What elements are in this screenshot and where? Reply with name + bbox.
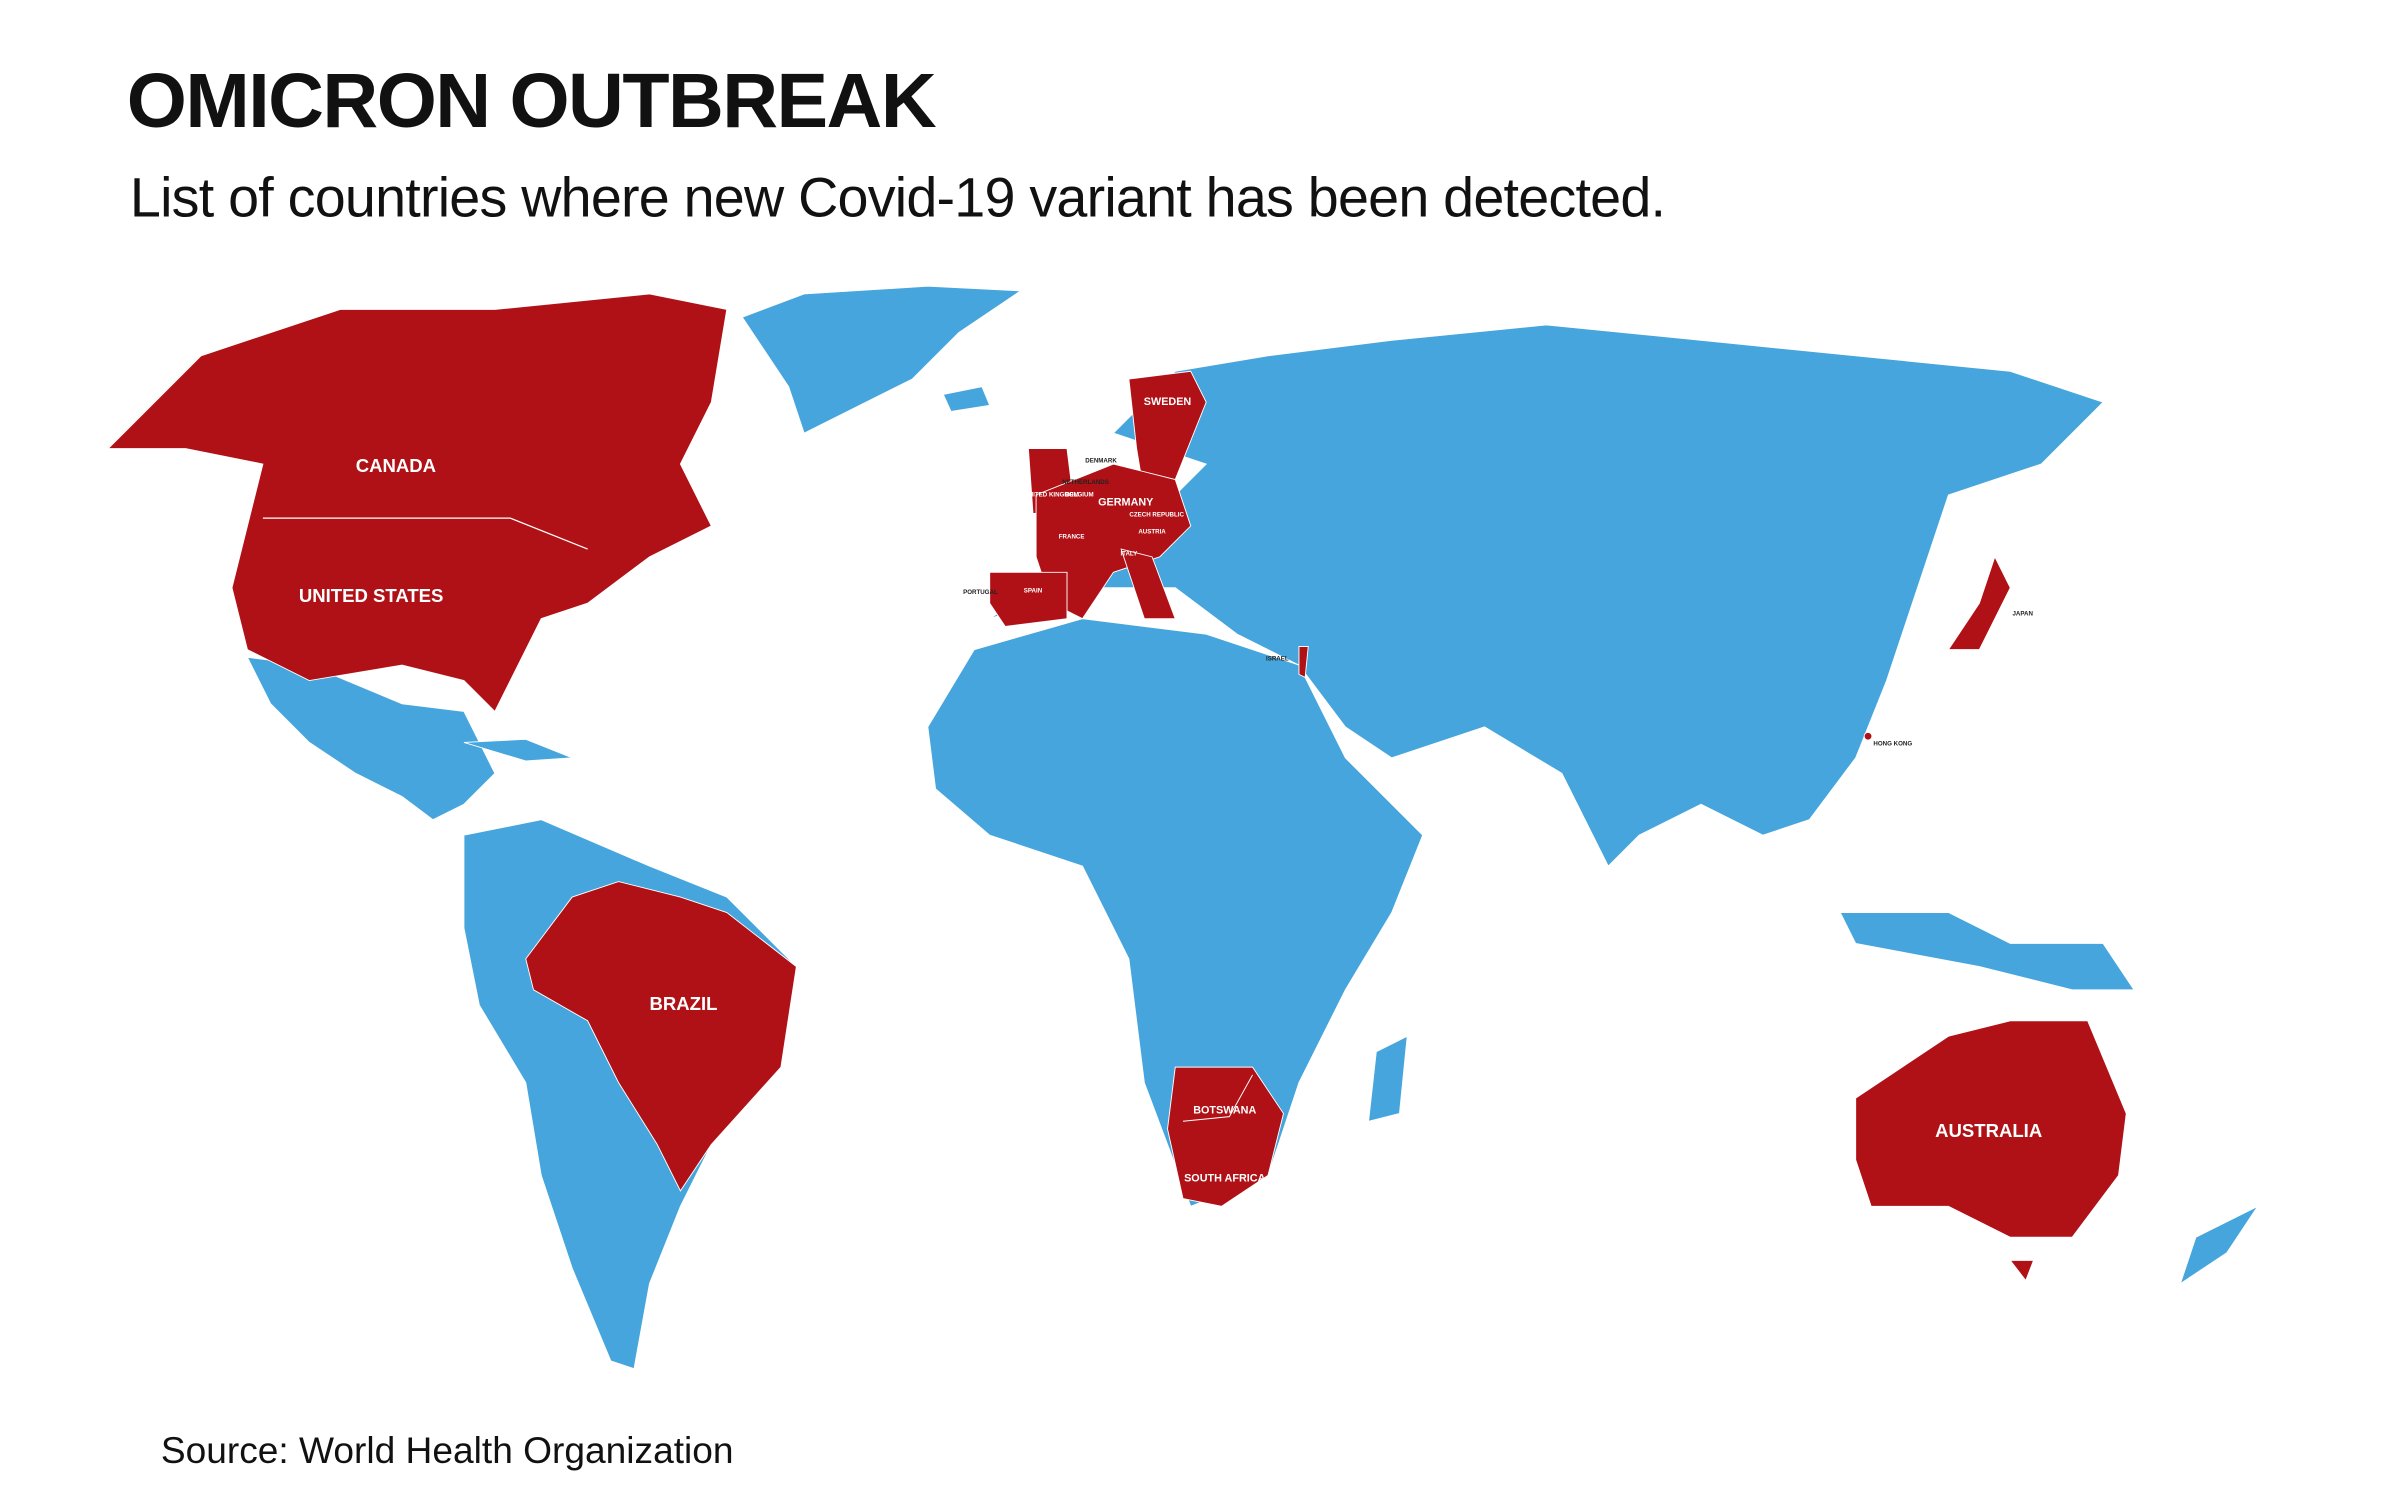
- title: OMICRON OUTBREAK: [127, 58, 937, 144]
- iceland: [942, 386, 991, 412]
- country-label: SOUTH AFRICA: [1184, 1172, 1265, 1184]
- country-label: NETHERLANDS: [1062, 479, 1109, 486]
- landmasses: [107, 285, 2260, 1370]
- country-label: SWEDEN: [1144, 396, 1192, 408]
- se-asia-islands: [1839, 912, 2135, 991]
- country-label: JAPAN: [2012, 611, 2033, 618]
- country-label: SPAIN: [1024, 587, 1043, 594]
- country-label: CZECH REPUBLIC: [1129, 512, 1184, 519]
- israel: [1298, 646, 1309, 679]
- country-labels: CANADA UNITED STATES BRAZIL AUSTRALIA BO…: [299, 396, 2042, 1184]
- southern-africa: [1167, 1066, 1285, 1207]
- country-label: DENMARK: [1085, 458, 1117, 465]
- italy: [1120, 548, 1176, 620]
- country-label: FRANCE: [1059, 533, 1085, 540]
- eurasia: [989, 324, 2104, 867]
- greenland: [741, 285, 1023, 434]
- australia: [1855, 1020, 2127, 1238]
- africa: [927, 618, 1424, 1207]
- iberia: [989, 571, 1068, 627]
- country-label: ISRAEL: [1266, 656, 1289, 663]
- country-label: HONG KONG: [1873, 741, 1912, 748]
- country-label: AUSTRALIA: [1935, 1120, 2042, 1141]
- caribbean: [463, 738, 573, 762]
- country-label: UNITED KINGDOM: [1024, 492, 1079, 499]
- country-label: UNITED STATES: [299, 585, 444, 606]
- country-label: PORTUGAL: [963, 589, 998, 596]
- country-label: ITALY: [1120, 550, 1138, 557]
- country-label: BRAZIL: [650, 993, 718, 1014]
- country-label: BELGIUM: [1065, 492, 1093, 499]
- subtitle: List of countries where new Covid-19 var…: [130, 167, 1665, 229]
- central-america: [246, 656, 496, 821]
- brazil: [525, 881, 797, 1192]
- canada-us-border: [262, 517, 588, 550]
- country-label: BOTSWANA: [1193, 1104, 1256, 1116]
- japan: [1947, 555, 2011, 651]
- hong-kong: [1863, 731, 1873, 741]
- country-label: AUSTRIA: [1138, 529, 1166, 536]
- new-zealand: [2179, 1205, 2260, 1285]
- source: Source: World Health Organization: [161, 1429, 734, 1471]
- madagascar: [1368, 1035, 1408, 1122]
- country-label: CANADA: [356, 455, 436, 476]
- tasmania: [2009, 1259, 2035, 1282]
- botswana-border: [1182, 1074, 1253, 1122]
- country-label: GERMANY: [1098, 497, 1154, 509]
- north-america: [107, 293, 728, 713]
